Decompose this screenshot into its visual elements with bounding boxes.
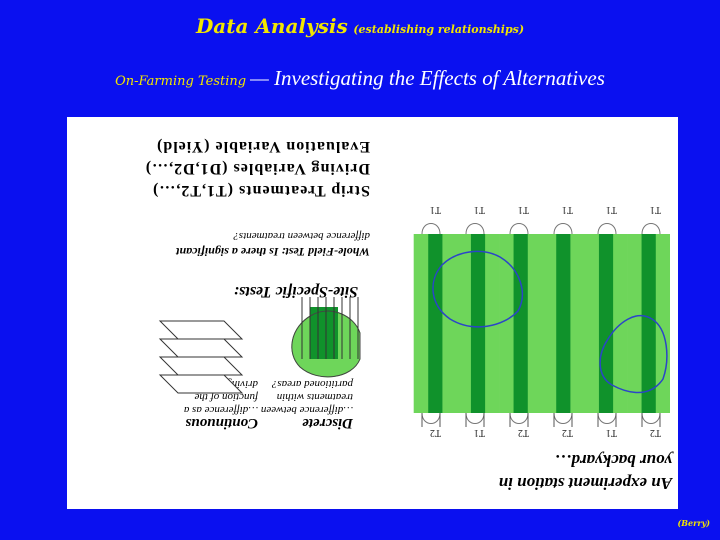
treatment-label: T1 [474, 204, 485, 215]
discrete-line2: treatments within [276, 391, 353, 403]
treatment-label: T2 [562, 427, 573, 438]
strip-band [541, 234, 557, 413]
strip-band [527, 234, 542, 413]
slide-title: Data Analysis (establishing relationship… [0, 14, 720, 38]
treatment-label: T2 [518, 427, 529, 438]
treatment-label: T2 [430, 427, 441, 438]
discrete-partition-map [291, 297, 361, 378]
diagram-panel: An experiment station in your backyard… [67, 117, 678, 509]
whole-field-line2: difference between treatments? [233, 230, 370, 242]
credit-note: (Berry) [677, 518, 711, 528]
treatment-label: T2 [650, 427, 661, 438]
strip-band [499, 234, 514, 413]
experiment-label-line2: your backyard… [554, 451, 674, 470]
subtitle-lead: On-Farming Testing [115, 74, 247, 89]
continuous-line2: function of the [194, 391, 258, 403]
treatment-label: T1 [430, 204, 441, 215]
strip-band [570, 234, 585, 413]
strip-band [555, 234, 571, 413]
strip-band [470, 234, 486, 413]
site-specific-title: Site-Specific Tests: [234, 283, 358, 300]
discrete-line3: partitioned areas? [271, 378, 354, 390]
driving-variables-line: Driving Variables (D1,D2,…) [145, 160, 370, 177]
strip-arrows [421, 413, 661, 427]
boundary-lower [432, 250, 523, 328]
subtitle-text: — Investigating the Effects of Alternati… [250, 66, 605, 90]
strip-band [484, 234, 500, 413]
field-diagram-svg: An experiment station in your backyard… [145, 138, 674, 493]
strip-band [612, 234, 628, 413]
strip-loops-bottom [421, 223, 661, 235]
treatment-label: T1 [474, 427, 485, 438]
treatment-labels-top: T2 T1 T2 T2 T1 T2 [430, 427, 661, 438]
strip-band [413, 234, 429, 413]
slide-subtitle: On-Farming Testing — Investigating the E… [0, 66, 720, 91]
strip-loops-top [421, 412, 661, 424]
strip-band [641, 234, 656, 413]
title-note: (establishing relationships) [353, 23, 525, 36]
upside-down-diagram: An experiment station in your backyard… [67, 117, 678, 509]
discrete-line1: …difference between [260, 404, 353, 416]
strip-treatments-line: Strip Treatments (T1,T2,…) [152, 182, 370, 199]
continuous-planes [158, 320, 244, 394]
discrete-heading: Discrete [302, 415, 354, 431]
treatment-label: T1 [650, 204, 661, 215]
continuous-line1: …difference as a [183, 404, 258, 416]
strip-band [442, 234, 457, 413]
treatment-labels-bottom: T1 T1 T1 T1 T1 T1 [430, 204, 661, 215]
strip-bands [413, 234, 670, 413]
strip-band [598, 234, 614, 413]
strip-band [513, 234, 528, 413]
strip-band [427, 234, 443, 413]
strip-band [456, 234, 471, 413]
treatment-label: T1 [518, 204, 529, 215]
treatment-label: T1 [562, 204, 573, 215]
experiment-label-line1: An experiment station in [499, 474, 673, 493]
strip-band [627, 234, 642, 413]
evaluation-variable-line: Evaluation Variable (Yield) [156, 138, 370, 155]
boundary-upper [599, 314, 668, 394]
title-main: Data Analysis [195, 14, 348, 38]
strip-band [584, 234, 599, 413]
whole-field-line1: Whole-Field Test: Is there a significant [175, 245, 370, 259]
continuous-heading: Continuous [185, 415, 258, 431]
treatment-label: T1 [606, 204, 617, 215]
strip-field: T2 T1 T2 T2 T1 T2 T1 T1 T1 T1 T1 T1 [413, 204, 670, 438]
treatment-label: T1 [606, 427, 617, 438]
